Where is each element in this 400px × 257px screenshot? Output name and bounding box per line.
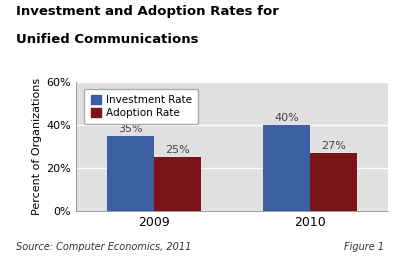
Bar [310,153,357,211]
Y-axis label: Percent of Organizations: Percent of Organizations [32,78,42,215]
Text: Investment and Adoption Rates for: Investment and Adoption Rates for [16,5,279,18]
Bar [107,136,154,211]
Text: Unified Communications: Unified Communications [16,33,198,47]
Text: 35%: 35% [118,124,143,134]
Text: 25%: 25% [165,145,190,155]
Bar [154,157,201,211]
Text: 40%: 40% [274,113,299,123]
Text: Figure 1: Figure 1 [344,242,384,252]
Bar [263,125,310,211]
Text: Source: Computer Economics, 2011: Source: Computer Economics, 2011 [16,242,191,252]
Text: 27%: 27% [321,141,346,151]
Legend: Investment Rate, Adoption Rate: Investment Rate, Adoption Rate [84,89,198,124]
